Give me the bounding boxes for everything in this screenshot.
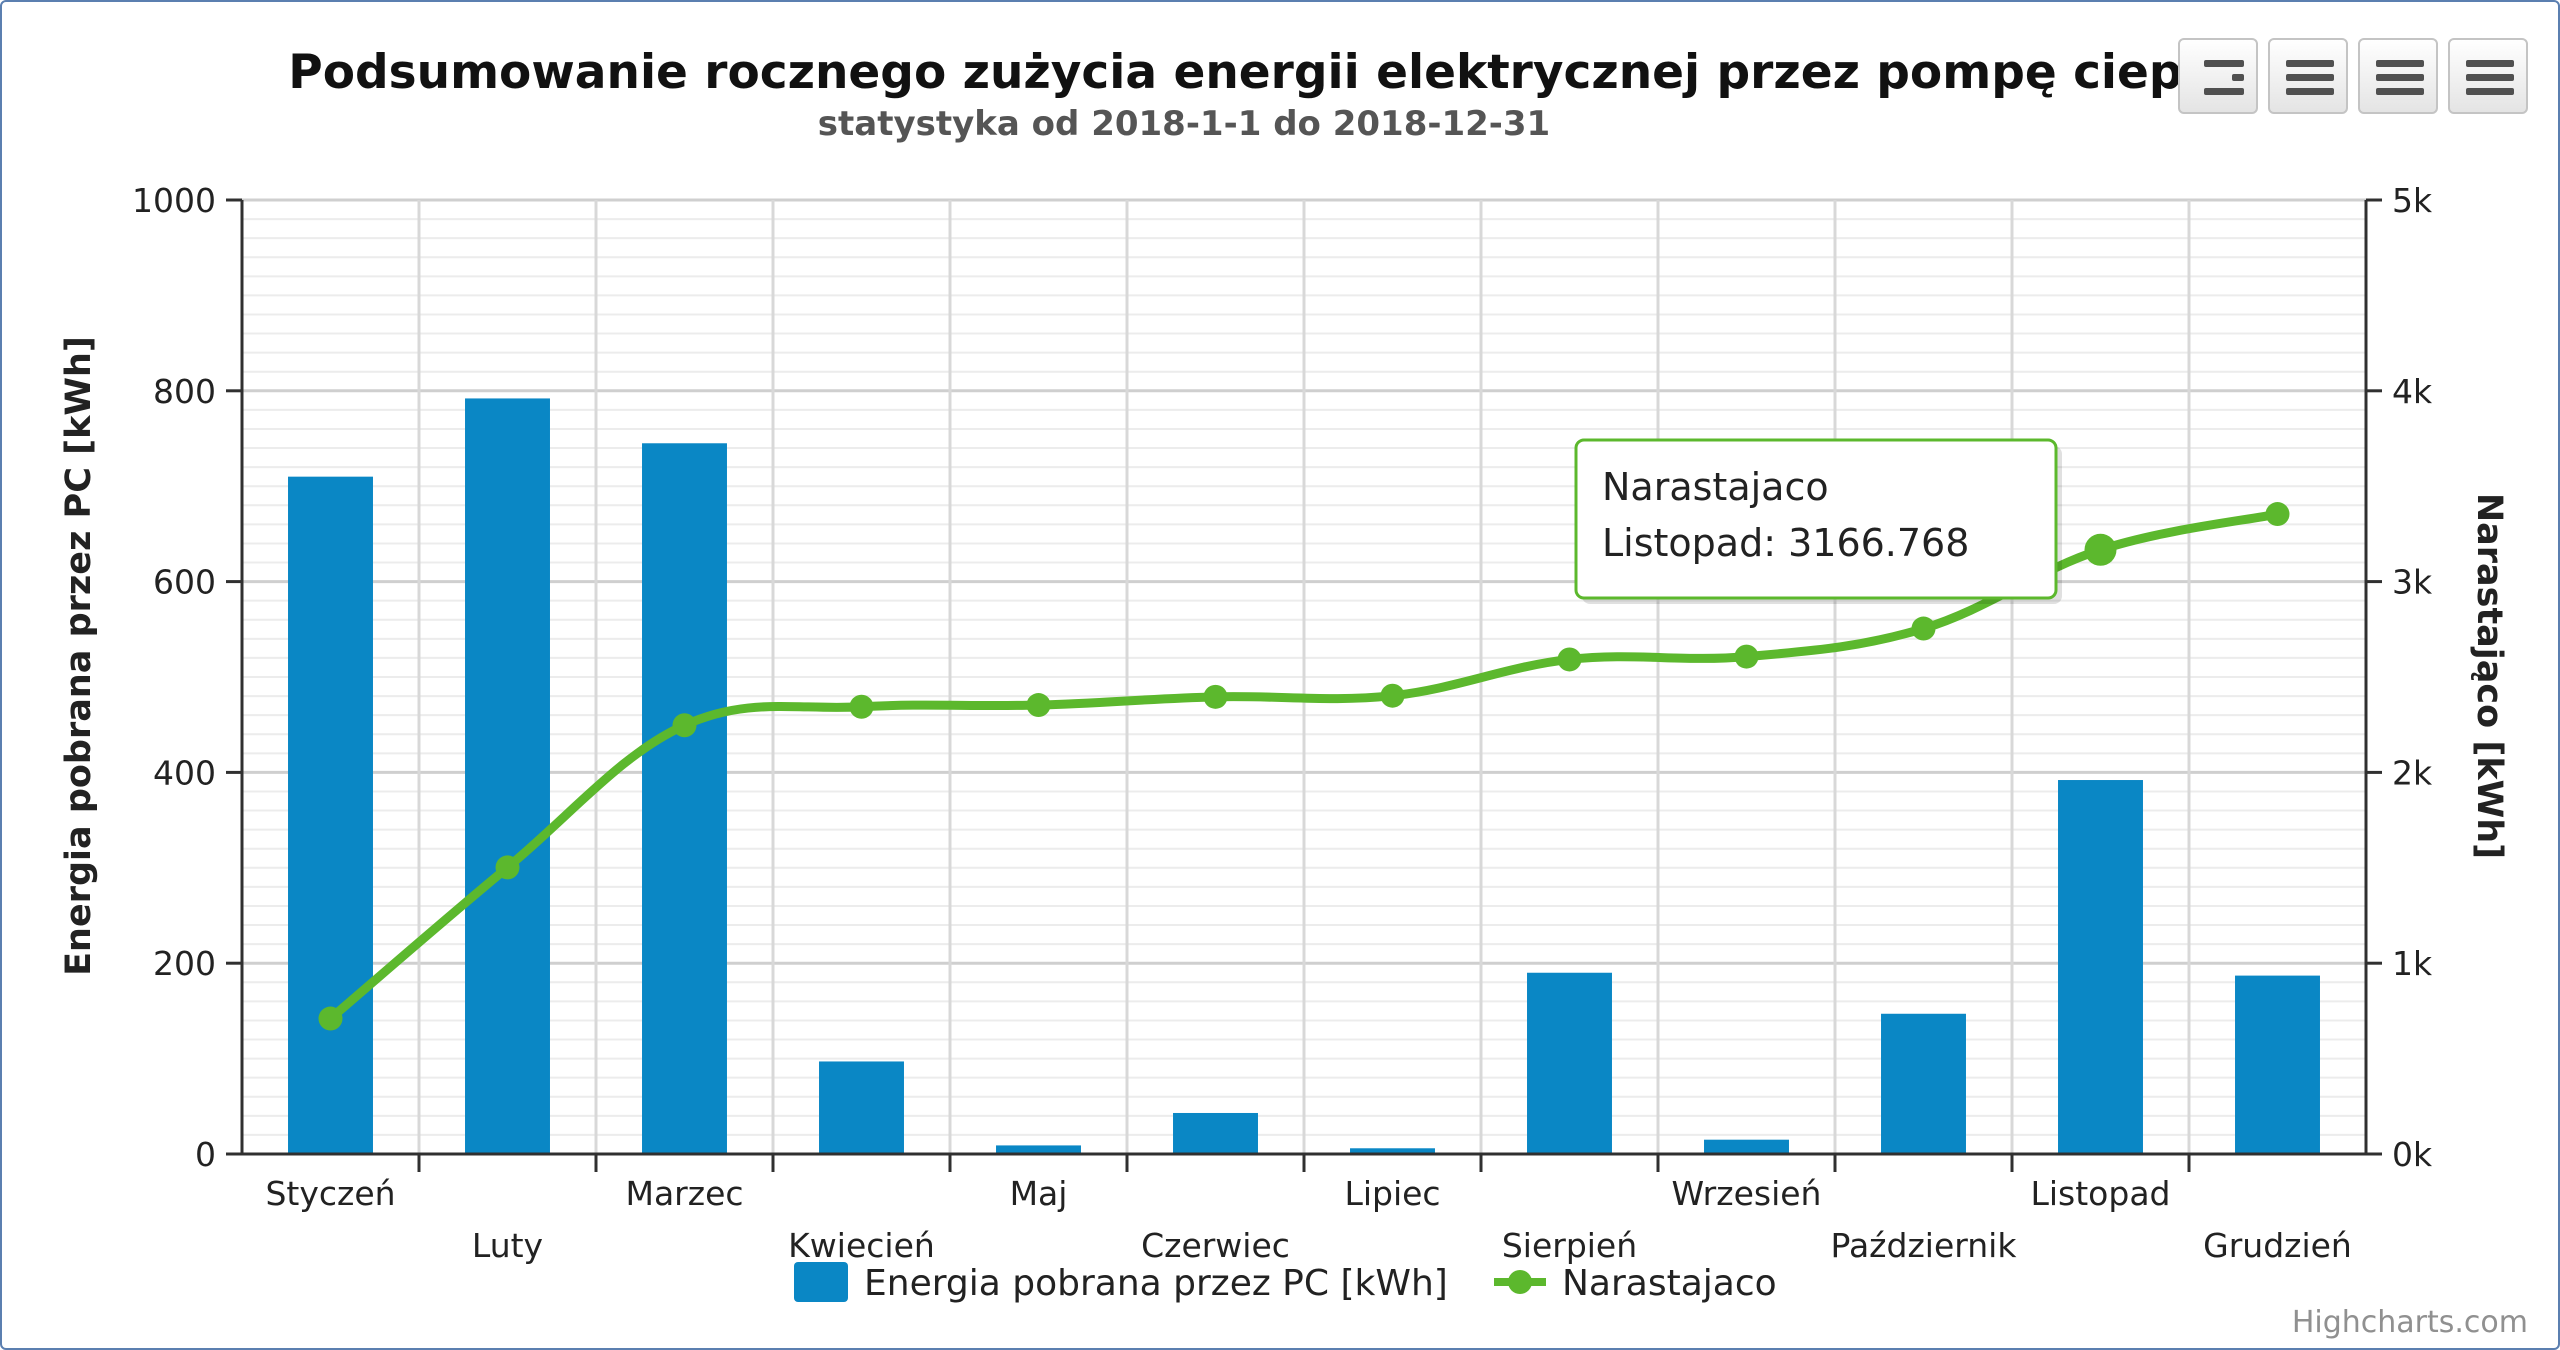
bar xyxy=(1704,1139,1789,1154)
x-tick-label: Maj xyxy=(1010,1174,1068,1213)
y-left-tick-label: 600 xyxy=(153,563,216,602)
tooltip-box xyxy=(1574,438,2058,600)
line-point xyxy=(849,694,874,719)
menu-icon[interactable] xyxy=(2268,38,2348,114)
x-tick-label: Grudzień xyxy=(2203,1226,2352,1265)
x-tick-label: Lipiec xyxy=(1344,1174,1440,1213)
y-left-tick-label: 800 xyxy=(153,372,216,411)
y-right-tick-label: 1k xyxy=(2392,944,2433,983)
x-tick-label: Sierpień xyxy=(1502,1226,1637,1265)
bar xyxy=(2058,780,2143,1154)
line-point xyxy=(1734,644,1759,669)
legend-label-narastajaco: Narastajaco xyxy=(1562,1263,1777,1304)
line-point xyxy=(318,1006,343,1031)
credit-link[interactable]: Highcharts.com xyxy=(2291,1305,2528,1340)
series-line-narastajaco xyxy=(327,509,2279,1022)
line-point xyxy=(1557,647,1582,672)
y-axis-right-title: Narastająco [kWh] xyxy=(2469,493,2509,859)
line-point xyxy=(495,855,520,880)
legend-label-energia: Energia pobrana przez PC [kWh] xyxy=(864,1263,1448,1304)
legend-toggle-icon[interactable] xyxy=(2178,38,2258,114)
y-left-tick-label: 1000 xyxy=(132,181,216,220)
line-point xyxy=(2084,533,2117,566)
line-point xyxy=(1380,683,1405,708)
line-point xyxy=(672,713,697,738)
x-tick-label: Listopad xyxy=(2031,1174,2171,1213)
menu-icon[interactable] xyxy=(2358,38,2438,114)
chart-title: Podsumowanie rocznego zużycia energii el… xyxy=(288,45,2231,100)
y-left-tick-label: 0 xyxy=(195,1135,216,1174)
line-point xyxy=(1026,693,1051,718)
bar xyxy=(642,443,727,1154)
line-point xyxy=(1911,616,1936,641)
x-tick-label: Czerwiec xyxy=(1141,1226,1290,1265)
y-right-tick-label: 5k xyxy=(2392,181,2433,220)
y-left-tick-label: 400 xyxy=(153,753,216,792)
y-right-tick-label: 4k xyxy=(2392,372,2433,411)
y-right-tick-label: 2k xyxy=(2392,753,2433,792)
bar xyxy=(1173,1112,1258,1154)
tooltip-series-name: Narastajaco xyxy=(1602,465,1829,509)
y-left-tick-label: 200 xyxy=(153,944,216,983)
bar xyxy=(465,398,550,1154)
x-tick-label: Luty xyxy=(472,1226,543,1265)
legend-swatch-energia xyxy=(794,1262,848,1302)
bar xyxy=(288,476,373,1154)
line-point xyxy=(1203,684,1228,709)
bar xyxy=(1881,1013,1966,1154)
menu-icon[interactable] xyxy=(2448,38,2528,114)
y-right-tick-label: 3k xyxy=(2392,563,2433,602)
bar xyxy=(1350,1148,1435,1154)
bar xyxy=(1527,972,1612,1154)
x-tick-label: Styczeń xyxy=(265,1174,395,1213)
x-tick-label: Wrzesień xyxy=(1672,1174,1822,1213)
x-tick-label: Kwiecień xyxy=(788,1226,935,1265)
bar xyxy=(2235,975,2320,1154)
tooltip-value: Listopad: 3166.768 xyxy=(1602,521,1969,565)
x-tick-label: Październik xyxy=(1831,1226,2018,1265)
legend-marker-narastajaco xyxy=(1508,1270,1532,1294)
x-tick-label: Marzec xyxy=(625,1174,743,1213)
y-axis-left-title: Energia pobrana przez PC [kWh] xyxy=(59,336,99,976)
y-right-tick-label: 0k xyxy=(2392,1135,2433,1174)
chart-subtitle: statystyka od 2018-1-1 do 2018-12-31 xyxy=(818,104,1550,144)
bar xyxy=(996,1145,1081,1154)
line-point xyxy=(2265,502,2290,527)
bar xyxy=(819,1061,904,1154)
